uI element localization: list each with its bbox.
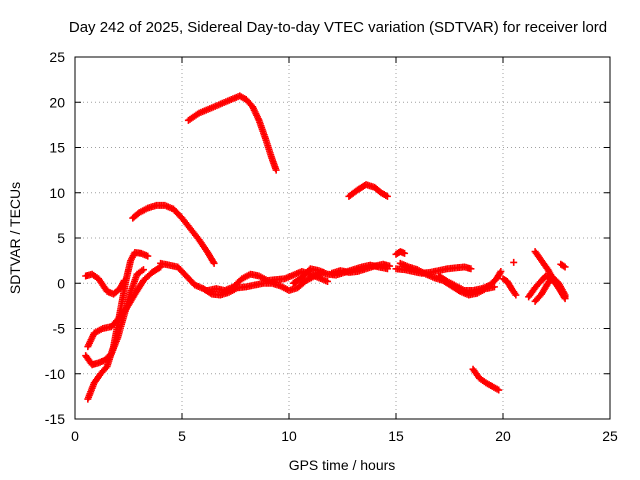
series-arc-rise-c: [84, 263, 165, 351]
data-point: [139, 266, 147, 274]
data-point: [383, 192, 391, 200]
series-arc-drop: [469, 365, 503, 394]
series-arc-mid-hump: [129, 201, 218, 267]
data-point: [497, 267, 505, 275]
series-arc-tail-6: [557, 260, 569, 271]
series-arc-rise-b: [82, 266, 147, 369]
data-point: [210, 259, 218, 267]
x-tick-label: 20: [495, 428, 511, 444]
data-point: [144, 252, 152, 260]
series-arc-tail-1: [499, 275, 520, 299]
y-tick-label: -15: [45, 411, 65, 427]
series-arc-late-1: [392, 248, 409, 258]
data-point: [155, 264, 163, 272]
series-arc-tail-2: [510, 258, 518, 266]
data-point: [561, 295, 569, 303]
y-tick-label: 5: [57, 230, 65, 246]
series-arc-early: [82, 270, 128, 298]
series-arc-zero-4: [328, 260, 394, 277]
x-tick-label: 10: [281, 428, 297, 444]
x-tick-label: 5: [178, 428, 186, 444]
y-tick-label: 0: [57, 275, 65, 291]
y-tick-label: -5: [53, 321, 66, 337]
y-tick-label: 10: [49, 185, 65, 201]
series-arc-late-4: [435, 267, 505, 294]
x-tick-label: 15: [388, 428, 404, 444]
data-point: [561, 263, 569, 271]
data-point: [272, 166, 280, 174]
x-tick-label: 25: [602, 428, 618, 444]
y-tick-label: 15: [49, 140, 65, 156]
y-tick-label: 25: [49, 49, 65, 65]
data-point: [120, 277, 128, 285]
data-point: [512, 291, 520, 299]
data-points: [82, 92, 569, 403]
data-point: [560, 262, 568, 270]
plot-frame: [74, 56, 611, 420]
data-point: [401, 249, 409, 257]
data-point: [467, 265, 475, 273]
y-tick-label: -10: [45, 366, 65, 382]
series-arc-tail-5: [531, 248, 569, 303]
axis-ticks: 0 5 10 15 20 25 -15 -10 -5 0 5 10 15 20 25: [45, 49, 618, 444]
data-point: [495, 386, 503, 394]
y-tick-label: 20: [49, 94, 65, 110]
series-arc-high-1: [184, 92, 280, 174]
grid: [75, 57, 610, 419]
data-point: [496, 269, 504, 277]
data-point: [510, 258, 518, 266]
data-point: [324, 277, 332, 285]
data-point: [560, 293, 568, 301]
x-tick-label: 0: [71, 428, 79, 444]
series-arc-high-2: [345, 181, 391, 200]
y-axis-label: SDTVAR / TECUs: [7, 182, 23, 294]
data-point: [386, 262, 394, 270]
x-axis-label: GPS time / hours: [289, 457, 396, 473]
chart-title: Day 242 of 2025, Sidereal Day-to-day VTE…: [69, 19, 607, 36]
